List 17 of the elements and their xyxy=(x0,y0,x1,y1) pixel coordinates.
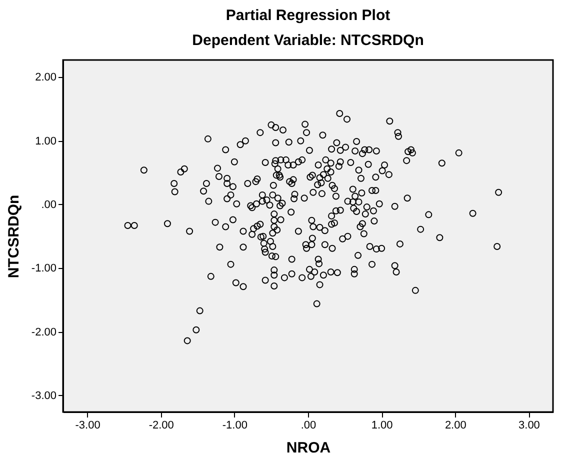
y-axis-title: NTCSRDQn xyxy=(5,194,22,278)
y-tick-label: -1.00 xyxy=(31,262,56,275)
x-tick-label: -3.00 xyxy=(75,420,100,432)
y-tick-label: .00 xyxy=(41,198,56,211)
x-tick-label: .00 xyxy=(300,420,316,432)
x-tick-label: 2.00 xyxy=(444,420,466,432)
x-tick-label: -1.00 xyxy=(222,420,248,432)
chart-subtitle: Dependent Variable: NTCSRDQn xyxy=(192,32,424,49)
y-tick-label: 1.00 xyxy=(35,135,56,148)
x-tick-label: 1.00 xyxy=(371,420,393,432)
y-tick-label: -3.00 xyxy=(31,390,56,402)
x-tick-label: 3.00 xyxy=(518,420,540,432)
x-axis-title: NROA xyxy=(286,440,331,456)
y-tick-label: 2.00 xyxy=(35,72,56,84)
x-tick-label: -2.00 xyxy=(148,420,174,432)
chart-title: Partial Regression Plot xyxy=(226,7,390,24)
y-tick-label: -2.00 xyxy=(31,326,56,338)
